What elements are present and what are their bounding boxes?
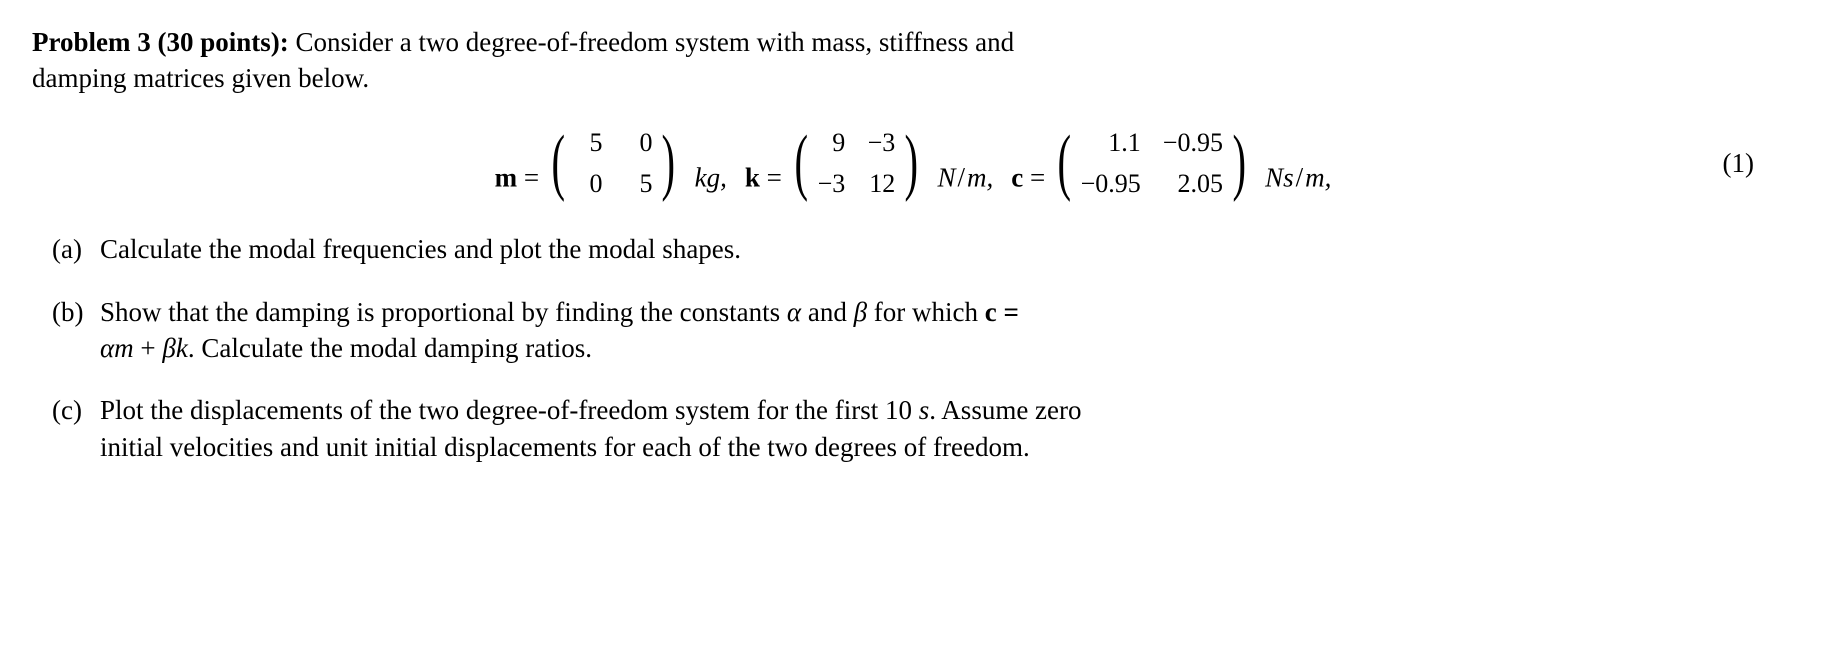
beta-k: βk <box>162 333 187 363</box>
m-unit: kg, <box>695 162 727 192</box>
part-b-and: and <box>801 297 853 327</box>
alpha-symbol: α <box>787 297 801 327</box>
k-11: 9 <box>817 125 845 160</box>
problem-intro-2: damping matrices given below. <box>32 63 369 93</box>
c-unit-Ns: Ns <box>1265 162 1294 192</box>
part-b-tail: . Calculate the modal damping ratios. <box>188 333 592 363</box>
k-unit-N: N <box>937 162 955 192</box>
problem-intro-1: Consider a two degree-of-freedom system … <box>296 27 1015 57</box>
part-b-label: (b) <box>52 294 100 367</box>
c-unit-m: m, <box>1305 162 1331 192</box>
part-a: (a) Calculate the modal frequencies and … <box>52 231 1794 267</box>
part-c-line2: initial velocities and unit initial disp… <box>100 432 1030 462</box>
part-c: (c) Plot the displacements of the two de… <box>52 392 1794 465</box>
part-b: (b) Show that the damping is proportiona… <box>52 294 1794 367</box>
m-22: 5 <box>624 166 652 201</box>
c-eq-text: c = <box>985 297 1019 327</box>
m-matrix-body: 5 0 0 5 <box>574 125 652 201</box>
problem-title: Problem 3 (30 points): <box>32 27 289 57</box>
k-symbol: k <box>745 162 760 192</box>
part-c-line1-suffix: . Assume zero <box>929 395 1081 425</box>
m-12: 0 <box>624 125 652 160</box>
part-b-prefix: Show that the damping is proportional by… <box>100 297 787 327</box>
m-def: m = ( 5 0 0 5 ) kg, <box>495 125 727 201</box>
k-12: −3 <box>867 125 895 160</box>
c-matrix-body: 1.1 −0.95 −0.95 2.05 <box>1081 125 1223 201</box>
c-12: −0.95 <box>1163 125 1223 160</box>
alpha-m: αm <box>100 333 134 363</box>
part-c-line1-prefix: Plot the displacements of the two degree… <box>100 395 885 425</box>
part-b-text: Show that the damping is proportional by… <box>100 294 1794 367</box>
m-matrix: ( 5 0 0 5 ) <box>546 125 681 201</box>
c-22: 2.05 <box>1163 166 1223 201</box>
left-paren-icon: ( <box>794 133 808 192</box>
parts-list: (a) Calculate the modal frequencies and … <box>52 231 1794 465</box>
part-b-forwhich: for which <box>867 297 985 327</box>
part-c-label: (c) <box>52 392 100 465</box>
c-11: 1.1 <box>1081 125 1141 160</box>
c-matrix: ( 1.1 −0.95 −0.95 2.05 ) <box>1052 125 1252 201</box>
c-symbol: c <box>1011 162 1023 192</box>
m-symbol: m <box>495 162 518 192</box>
k-22: 12 <box>867 166 895 201</box>
part-c-text: Plot the displacements of the two degree… <box>100 392 1794 465</box>
k-matrix: ( 9 −3 −3 12 ) <box>789 125 924 201</box>
right-paren-icon: ) <box>905 133 919 192</box>
m-11: 5 <box>574 125 602 160</box>
equals-2: = <box>767 162 789 192</box>
equals-1: = <box>524 162 546 192</box>
left-paren-icon: ( <box>551 133 565 192</box>
k-matrix-body: 9 −3 −3 12 <box>817 125 895 201</box>
part-a-label: (a) <box>52 231 100 267</box>
right-paren-icon: ) <box>662 133 676 192</box>
seconds-unit: s <box>912 395 929 425</box>
m-21: 0 <box>574 166 602 201</box>
equation-content: m = ( 5 0 0 5 ) kg, k = ( 9 <box>495 125 1332 201</box>
equals-3: = <box>1030 162 1052 192</box>
k-unit-m: m, <box>967 162 993 192</box>
right-paren-icon: ) <box>1233 133 1247 192</box>
part-a-text: Calculate the modal frequencies and plot… <box>100 231 1794 267</box>
left-paren-icon: ( <box>1058 133 1072 192</box>
c-21: −0.95 <box>1081 166 1141 201</box>
equation-row: m = ( 5 0 0 5 ) kg, k = ( 9 <box>32 125 1794 201</box>
c-def: c = ( 1.1 −0.95 −0.95 2.05 ) Ns/m, <box>1011 125 1331 201</box>
k-def: k = ( 9 −3 −3 12 ) N/m, <box>745 125 993 201</box>
k-21: −3 <box>817 166 845 201</box>
slash-icon: / <box>955 162 967 192</box>
problem-header: Problem 3 (30 points): Consider a two de… <box>32 24 1794 97</box>
slash-icon: / <box>1294 162 1306 192</box>
equation-number: (1) <box>1723 145 1754 181</box>
plus-sign: + <box>134 333 163 363</box>
ten-number: 10 <box>885 395 912 425</box>
beta-symbol: β <box>854 297 867 327</box>
